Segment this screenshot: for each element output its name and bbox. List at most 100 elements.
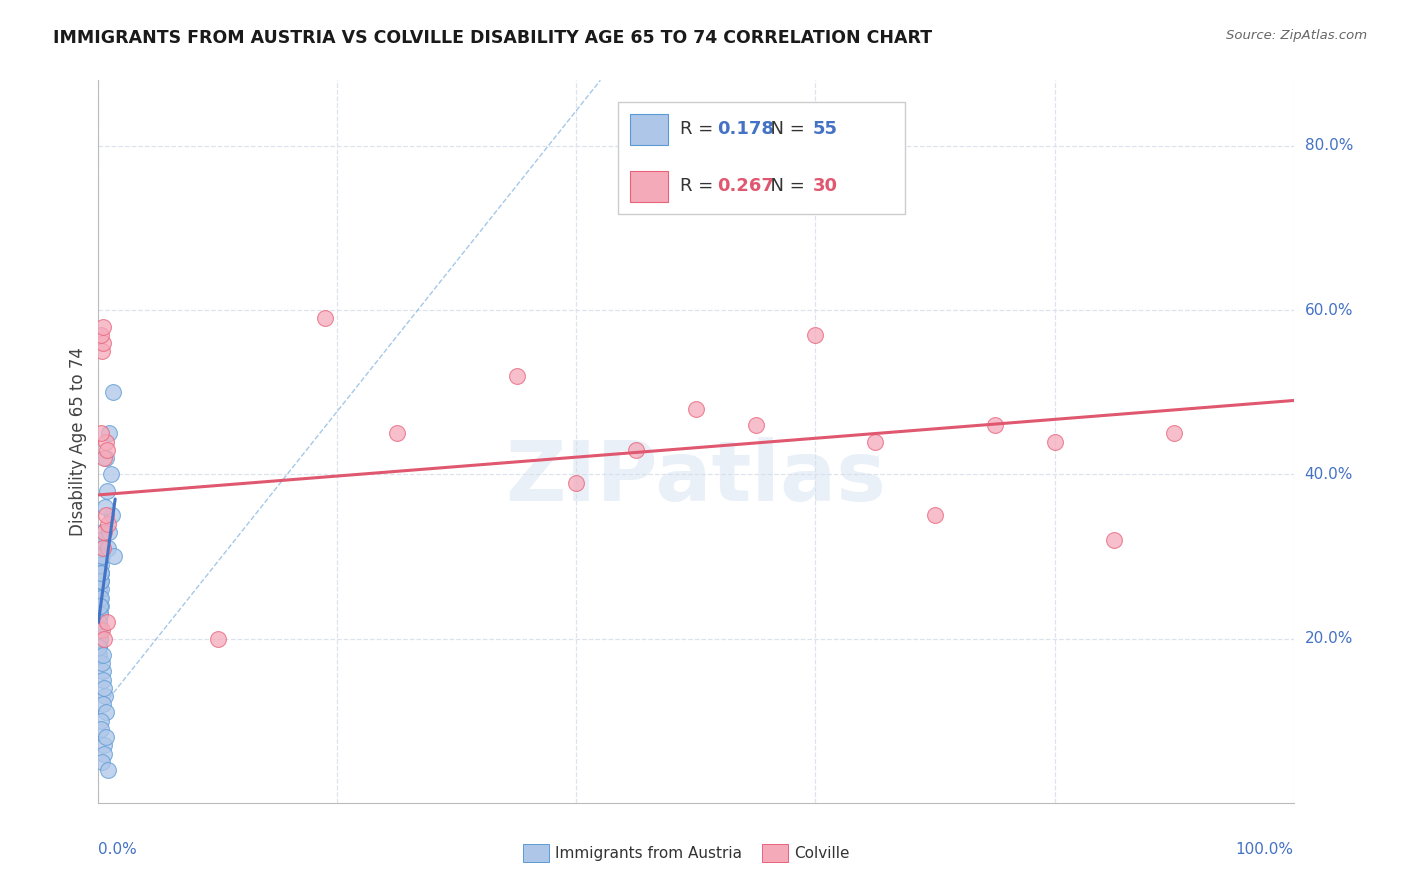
Point — [90, 327, 112, 342]
Point — [924, 508, 946, 523]
Text: IMMIGRANTS FROM AUSTRIA VS COLVILLE DISABILITY AGE 65 TO 74 CORRELATION CHART: IMMIGRANTS FROM AUSTRIA VS COLVILLE DISA… — [53, 29, 932, 46]
Point — [96, 442, 118, 457]
Point — [94, 434, 117, 449]
Text: R =: R = — [681, 120, 720, 138]
Point — [626, 442, 648, 457]
Point — [89, 607, 111, 621]
Point — [96, 615, 118, 630]
Point — [89, 648, 111, 662]
Point — [97, 541, 120, 556]
Point — [89, 640, 111, 654]
Point — [90, 566, 112, 580]
Point — [93, 747, 115, 761]
Text: R =: R = — [681, 178, 720, 195]
Point — [207, 632, 229, 646]
Point — [93, 698, 115, 712]
Point — [90, 524, 112, 539]
Bar — [630, 114, 668, 145]
Point — [94, 500, 117, 515]
Point — [865, 434, 887, 449]
Point — [89, 533, 111, 547]
Point — [89, 599, 111, 613]
Point — [89, 591, 111, 605]
Point — [91, 624, 114, 638]
Point — [89, 607, 111, 621]
Point — [89, 549, 111, 564]
Point — [685, 401, 707, 416]
Text: 80.0%: 80.0% — [1305, 138, 1353, 153]
Point — [984, 418, 1007, 433]
Point — [96, 450, 118, 465]
Point — [91, 344, 114, 359]
Point — [91, 533, 114, 547]
FancyBboxPatch shape — [619, 102, 905, 214]
Point — [89, 624, 111, 638]
Text: 0.0%: 0.0% — [98, 842, 138, 856]
Point — [91, 319, 114, 334]
Point — [804, 327, 827, 342]
Point — [90, 426, 112, 441]
Text: Immigrants from Austria: Immigrants from Austria — [555, 846, 742, 861]
Point — [89, 574, 111, 588]
Point — [101, 385, 124, 400]
Point — [94, 689, 117, 703]
Text: N =: N = — [759, 120, 811, 138]
Point — [91, 755, 114, 769]
Point — [93, 524, 115, 539]
Text: N =: N = — [759, 178, 811, 195]
Text: 30: 30 — [813, 178, 838, 195]
Point — [97, 426, 120, 441]
Point — [506, 368, 529, 383]
Point — [90, 574, 112, 588]
Point — [100, 467, 122, 482]
Text: ZIPatlas: ZIPatlas — [506, 437, 886, 518]
Text: 0.178: 0.178 — [717, 120, 775, 138]
Point — [90, 714, 112, 728]
Bar — [630, 171, 668, 202]
Point — [89, 615, 111, 630]
Text: 55: 55 — [813, 120, 838, 138]
Point — [91, 648, 114, 662]
Point — [94, 508, 117, 523]
Point — [89, 632, 111, 646]
Point — [565, 475, 588, 490]
Point — [98, 524, 121, 539]
Bar — [762, 844, 787, 862]
Point — [90, 722, 112, 736]
Point — [89, 632, 111, 646]
Point — [745, 418, 768, 433]
Point — [90, 574, 112, 588]
Point — [100, 508, 122, 523]
Point — [90, 566, 112, 580]
Text: 100.0%: 100.0% — [1236, 842, 1294, 856]
Text: Colville: Colville — [794, 846, 849, 861]
Point — [315, 311, 337, 326]
Point — [89, 615, 111, 630]
Point — [90, 566, 112, 580]
Point — [97, 763, 120, 777]
Point — [91, 657, 114, 671]
Text: 0.267: 0.267 — [717, 178, 775, 195]
Point — [91, 673, 114, 687]
Point — [89, 640, 111, 654]
Point — [93, 632, 115, 646]
Text: 40.0%: 40.0% — [1305, 467, 1353, 482]
Point — [94, 706, 117, 720]
Point — [96, 483, 118, 498]
Point — [90, 558, 112, 572]
Point — [103, 549, 125, 564]
Text: 20.0%: 20.0% — [1305, 632, 1353, 646]
Y-axis label: Disability Age 65 to 74: Disability Age 65 to 74 — [69, 347, 87, 536]
Point — [91, 541, 114, 556]
Point — [90, 549, 112, 564]
Point — [93, 450, 115, 465]
Point — [1163, 426, 1185, 441]
Point — [94, 730, 117, 744]
Point — [93, 681, 115, 695]
Point — [93, 739, 115, 753]
Point — [90, 599, 112, 613]
Point — [89, 582, 111, 597]
Point — [89, 624, 111, 638]
Point — [91, 665, 114, 679]
Point — [90, 582, 112, 597]
